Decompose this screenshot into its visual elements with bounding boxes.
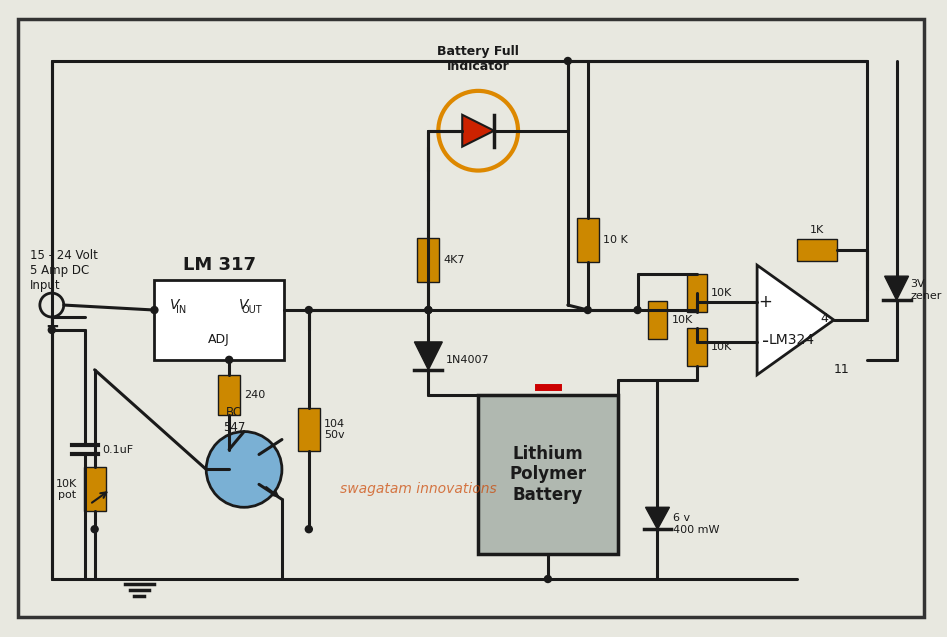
Polygon shape: [884, 276, 908, 300]
Polygon shape: [757, 265, 833, 375]
Circle shape: [225, 356, 233, 363]
Text: 6 v
400 mW: 6 v 400 mW: [673, 513, 720, 535]
FancyBboxPatch shape: [478, 395, 617, 554]
Text: 11: 11: [833, 363, 849, 376]
Text: 4: 4: [820, 311, 828, 324]
Circle shape: [48, 327, 55, 333]
Circle shape: [634, 306, 641, 313]
FancyBboxPatch shape: [83, 468, 106, 512]
FancyBboxPatch shape: [298, 408, 320, 452]
Circle shape: [151, 306, 158, 313]
Polygon shape: [462, 115, 494, 147]
Text: ADJ: ADJ: [208, 333, 230, 347]
Text: 3V
zener: 3V zener: [910, 279, 942, 301]
Text: 240: 240: [244, 390, 265, 399]
Text: IN: IN: [176, 305, 187, 315]
Text: 10K: 10K: [711, 287, 733, 297]
Circle shape: [91, 526, 98, 533]
Text: 1N4007: 1N4007: [446, 355, 490, 365]
FancyBboxPatch shape: [688, 274, 707, 311]
Circle shape: [425, 306, 432, 313]
Text: V: V: [240, 298, 249, 312]
Text: V: V: [170, 298, 179, 312]
Text: swagatam innovations: swagatam innovations: [340, 482, 497, 496]
Text: 1K: 1K: [810, 225, 824, 235]
Text: 10K: 10K: [671, 315, 692, 325]
Circle shape: [305, 526, 313, 533]
Text: 15 - 24 Volt
5 Amp DC
Input: 15 - 24 Volt 5 Amp DC Input: [30, 248, 98, 292]
Text: 104
50v: 104 50v: [324, 419, 345, 440]
Circle shape: [545, 575, 551, 582]
Text: -: -: [761, 333, 769, 352]
Text: 10K
pot: 10K pot: [56, 478, 78, 500]
Text: LM324: LM324: [769, 333, 815, 347]
Circle shape: [206, 432, 282, 507]
Text: 10K: 10K: [711, 343, 733, 352]
Text: 10 K: 10 K: [602, 235, 628, 245]
Text: 0.1uF: 0.1uF: [102, 445, 134, 455]
FancyBboxPatch shape: [154, 280, 284, 360]
Text: 4K7: 4K7: [443, 255, 465, 265]
FancyBboxPatch shape: [648, 301, 668, 339]
FancyBboxPatch shape: [577, 218, 599, 262]
Circle shape: [305, 306, 313, 313]
Circle shape: [564, 57, 571, 64]
Text: LM 317: LM 317: [183, 256, 256, 274]
Text: +: +: [45, 318, 59, 336]
Text: BC
547: BC 547: [223, 406, 245, 434]
Text: Battery Full
Indicator: Battery Full Indicator: [438, 45, 519, 73]
FancyBboxPatch shape: [218, 375, 241, 415]
Circle shape: [584, 306, 591, 313]
Text: +: +: [759, 293, 772, 311]
FancyBboxPatch shape: [418, 238, 439, 282]
FancyBboxPatch shape: [797, 240, 837, 261]
Text: Lithium
Polymer
Battery: Lithium Polymer Battery: [509, 445, 586, 505]
FancyBboxPatch shape: [688, 329, 707, 366]
Text: OUT: OUT: [241, 305, 262, 315]
Polygon shape: [415, 342, 442, 370]
Polygon shape: [646, 507, 670, 529]
FancyBboxPatch shape: [18, 19, 924, 617]
Circle shape: [425, 306, 432, 313]
